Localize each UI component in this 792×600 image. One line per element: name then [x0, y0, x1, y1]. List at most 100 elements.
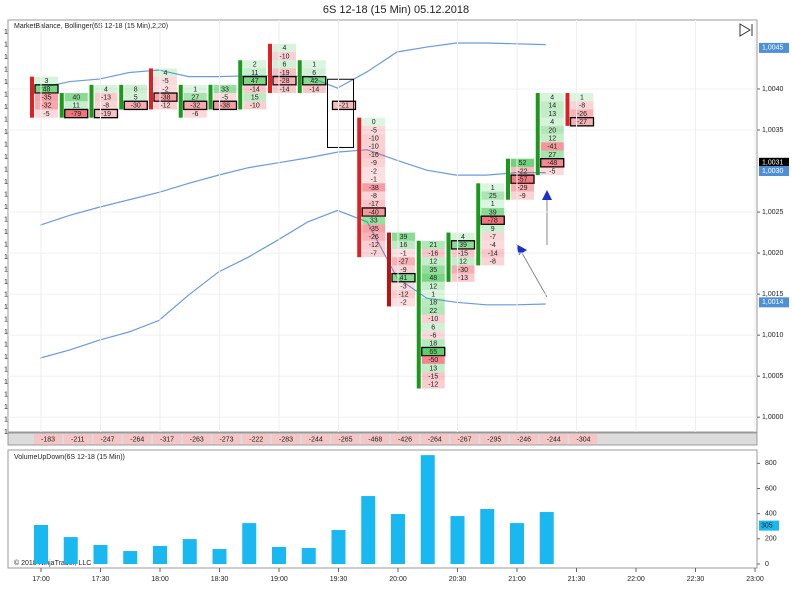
scroll-icon[interactable]: [739, 23, 753, 37]
cell: [35, 101, 58, 110]
candle: [238, 60, 243, 110]
cell: [362, 142, 386, 151]
cell: [361, 207, 386, 217]
cell: [451, 248, 475, 258]
cell: [451, 257, 475, 266]
cell: [421, 380, 445, 389]
left-label: 1: [4, 254, 8, 261]
left-label: 1: [4, 404, 8, 411]
candle: [535, 93, 540, 176]
cell: [540, 125, 564, 135]
cell-label: 18: [429, 341, 437, 348]
cell-label: -9: [400, 267, 406, 274]
cell: [94, 101, 118, 110]
cell: [540, 101, 564, 110]
arrow-head: [542, 190, 552, 200]
cell: [540, 134, 564, 143]
x-tick-label: 20:30: [449, 576, 467, 583]
cell-label: -13: [458, 275, 468, 282]
y-tick-label: 1,0025: [762, 209, 784, 216]
cell: [480, 215, 505, 226]
left-label: 1: [4, 416, 8, 423]
candle: [297, 60, 302, 94]
cell: [273, 52, 296, 61]
footprint-column: -21: [327, 78, 357, 148]
y-tick-label: 1,0040: [762, 86, 784, 93]
footprint-column: 1 -8-26-27: [565, 93, 595, 127]
cell: [213, 84, 237, 94]
cell: [362, 224, 386, 233]
cell: [302, 75, 327, 86]
delta-label: -317: [160, 436, 174, 443]
cell-label: -30: [458, 267, 468, 274]
bar: [361, 496, 376, 564]
cell-label: -2: [400, 300, 406, 307]
delta-cell: [539, 434, 568, 444]
x-tick-label: 21:00: [508, 576, 526, 583]
cell: [570, 109, 594, 118]
bar: [123, 551, 138, 564]
cell: [302, 68, 326, 77]
cell-label: 14: [548, 103, 556, 110]
cell-label: 9: [491, 226, 495, 233]
left-label: 1: [4, 104, 8, 111]
cell: [451, 273, 475, 282]
cell: [510, 174, 535, 184]
cell-label: 4: [164, 70, 168, 77]
cell-label: -41: [547, 144, 557, 151]
cell-label: 6: [431, 324, 435, 331]
price-marker: [759, 42, 789, 53]
cell-label: -19: [101, 111, 111, 118]
cell: [362, 166, 386, 176]
x-tick-label: 17:30: [92, 576, 110, 583]
candle: [565, 93, 570, 126]
left-label: 1: [4, 379, 8, 386]
cell-label: 11: [251, 70, 258, 77]
arrow-head: [516, 244, 527, 255]
cell: [481, 248, 505, 258]
left-label: 1: [4, 304, 8, 311]
candle: [149, 68, 153, 110]
cell: [540, 150, 564, 159]
cell-label: 12: [429, 259, 437, 266]
value-marker: [759, 520, 779, 531]
cell: [481, 257, 505, 266]
left-label: 1: [4, 116, 8, 123]
cell: [183, 93, 207, 102]
left-label: 1: [4, 91, 8, 98]
cell-label: -4: [490, 242, 496, 249]
value-marker-label: 305: [761, 522, 773, 529]
footprint-column: 0-5-10-10-16-9-2-1-38-8-17-4033-35-26-12…: [357, 117, 386, 257]
cell: [154, 84, 177, 94]
cell: [273, 68, 296, 77]
cell-label: 48: [43, 86, 51, 93]
delta-cell: [272, 434, 300, 444]
left-label: 1: [4, 354, 8, 361]
cell: [35, 109, 58, 118]
delta-cell: [391, 434, 419, 444]
delta-label: -244: [547, 436, 561, 443]
price-marker: [759, 297, 789, 308]
cell-label: 4: [283, 45, 287, 52]
cell: [481, 183, 505, 192]
candle: [327, 78, 354, 148]
cell-label: -19: [279, 70, 289, 77]
y-tick-label: 1,0015: [762, 291, 784, 298]
cell-label: -22: [517, 168, 527, 175]
cell-label: 4: [104, 86, 108, 93]
bar: [480, 509, 495, 564]
cell: [362, 125, 386, 135]
cell: [94, 84, 118, 94]
x-tick-label: 19:30: [330, 576, 348, 583]
candle: [89, 84, 94, 118]
cell: [570, 93, 594, 102]
cell: [511, 191, 534, 200]
y-tick-label: 1,0010: [762, 332, 784, 339]
footprint-column: 40 11-79: [59, 93, 89, 119]
icon: [739, 23, 751, 37]
left-label: 1: [4, 429, 8, 436]
y-tick-label: 800: [765, 460, 777, 467]
cell-label: -78: [488, 218, 498, 225]
delta-label: -265: [338, 436, 352, 443]
